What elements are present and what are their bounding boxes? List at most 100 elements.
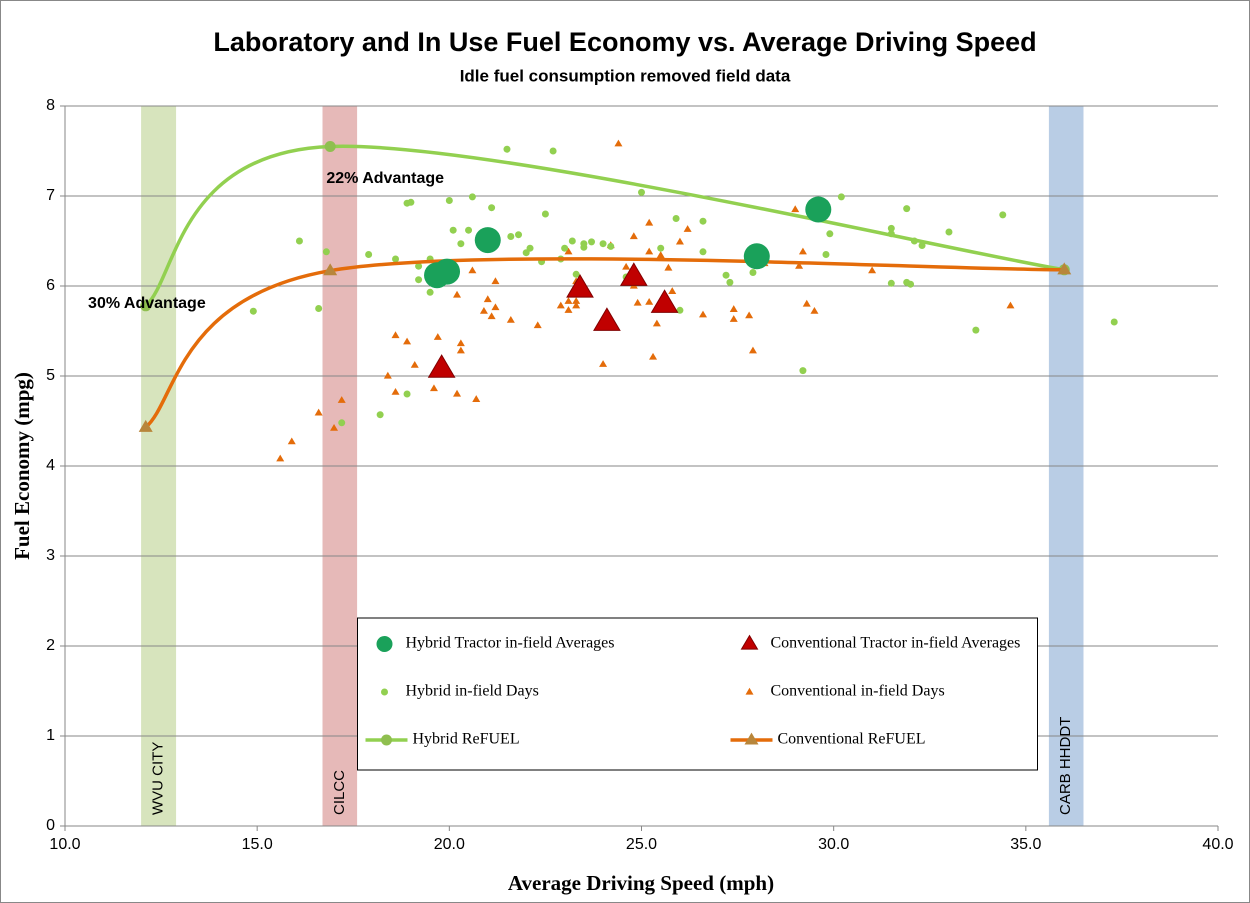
point <box>407 198 415 206</box>
triangle-point <box>748 346 757 354</box>
triangle-point <box>619 262 648 286</box>
triangle-point <box>314 408 323 416</box>
point <box>903 205 911 213</box>
triangle-point <box>491 303 500 311</box>
y-axis-label: Fuel Economy (mpg) <box>10 372 34 560</box>
y-tick-label: 6 <box>46 277 55 294</box>
triangle-point <box>745 311 754 319</box>
triangle-point <box>593 307 621 331</box>
point <box>657 244 665 252</box>
x-tick-label: 20.0 <box>434 836 465 853</box>
legend-label: Hybrid Tractor in-field Averages <box>406 635 615 652</box>
point <box>945 228 953 236</box>
smooth-line <box>144 144 1065 308</box>
point <box>403 390 411 398</box>
band-label: CILCC <box>331 770 348 815</box>
triangle-point <box>802 299 811 307</box>
triangle-point <box>572 297 581 304</box>
point <box>561 244 569 252</box>
point <box>445 197 453 204</box>
point <box>887 279 895 287</box>
triangle-point <box>433 333 442 340</box>
triangle-point <box>138 419 153 432</box>
point <box>249 307 257 315</box>
point <box>426 288 434 296</box>
series <box>427 262 679 378</box>
chart-title: Laboratory and In Use Fuel Economy vs. A… <box>213 27 1036 57</box>
point <box>457 240 465 248</box>
point <box>837 193 845 201</box>
point <box>526 244 534 252</box>
point <box>826 230 834 238</box>
triangle-point <box>729 315 738 322</box>
legend-marker <box>381 734 392 746</box>
triangle-point <box>487 312 496 320</box>
triangle-point <box>698 310 707 318</box>
series <box>424 196 832 289</box>
triangle-point <box>337 396 346 403</box>
point <box>1110 318 1118 326</box>
point <box>699 217 707 225</box>
legend-marker <box>744 732 759 745</box>
triangle-point <box>456 339 465 347</box>
point <box>799 367 807 375</box>
point <box>465 226 473 234</box>
legend-marker <box>376 636 393 652</box>
point <box>549 147 557 155</box>
triangle-point <box>683 225 692 232</box>
triangle-point <box>868 266 877 274</box>
point <box>638 188 645 196</box>
triangle-point <box>472 395 481 402</box>
point <box>672 215 680 222</box>
point <box>503 145 511 153</box>
y-tick-label: 5 <box>46 367 55 384</box>
point <box>468 193 476 201</box>
point <box>295 237 303 245</box>
triangle-point <box>599 360 608 367</box>
point <box>140 300 152 312</box>
triangle-point <box>533 321 542 329</box>
band-label: WVU CITY <box>150 742 167 815</box>
point <box>572 270 580 278</box>
triangle-point <box>564 247 573 255</box>
triangle-point <box>287 437 296 445</box>
point <box>580 243 588 251</box>
triangle-point <box>645 297 654 305</box>
legend-marker <box>740 634 759 650</box>
triangle-point <box>323 263 338 276</box>
triangle-point <box>566 274 594 298</box>
point <box>415 262 423 270</box>
point <box>365 251 373 258</box>
triangle-point <box>614 139 623 147</box>
point <box>588 238 596 246</box>
triangle-point <box>429 384 438 392</box>
y-tick-label: 7 <box>46 187 55 204</box>
point <box>449 226 457 234</box>
triangle-point <box>729 305 738 312</box>
band-label: CARB HHDDT <box>1057 717 1074 815</box>
legend-label: Conventional in-field Days <box>771 683 945 700</box>
triangle-point <box>383 371 392 379</box>
triangle-point <box>645 218 654 226</box>
point <box>676 306 684 314</box>
legend-label: Conventional Tractor in-field Averages <box>771 635 1021 652</box>
x-tick-label: 10.0 <box>49 836 80 853</box>
smooth-line <box>144 257 1065 429</box>
triangle-point <box>491 277 500 285</box>
point <box>324 141 336 152</box>
triangle-point <box>453 290 462 298</box>
triangle-point <box>410 360 419 368</box>
legend-marker <box>381 688 388 696</box>
point <box>805 196 832 223</box>
y-tick-label: 4 <box>46 457 55 474</box>
legend-label: Hybrid ReFUEL <box>413 731 520 748</box>
y-tick-label: 8 <box>46 97 55 114</box>
triangle-point <box>427 354 456 378</box>
triangle-point <box>650 289 679 313</box>
triangle-point <box>564 306 573 313</box>
triangle-point <box>633 298 642 306</box>
triangle-point <box>649 352 658 360</box>
triangle-point <box>330 423 339 431</box>
point <box>376 411 384 419</box>
point <box>999 211 1007 219</box>
